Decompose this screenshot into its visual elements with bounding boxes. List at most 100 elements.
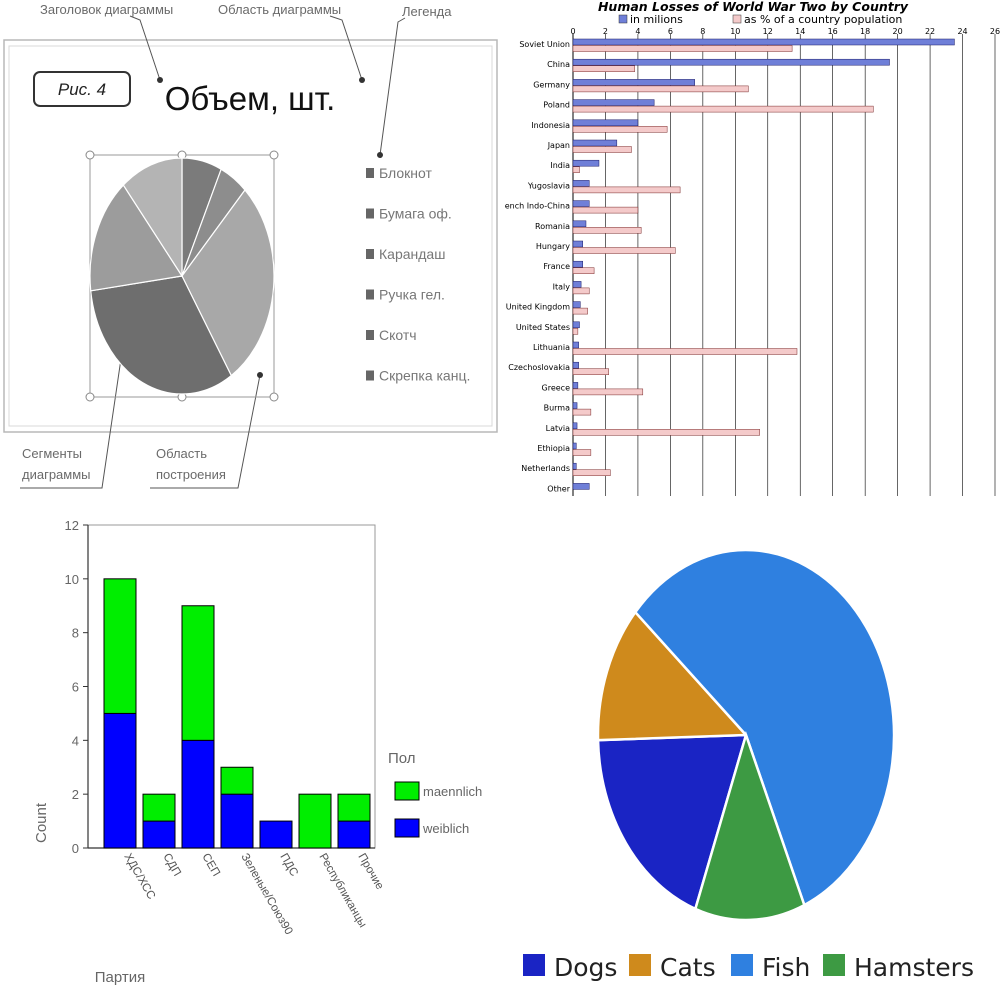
bar-millions-lithuania — [572, 341, 579, 349]
bar-millions-china — [572, 58, 890, 66]
legend-swatch-карандаш — [366, 249, 374, 259]
category-label-india: India — [550, 161, 570, 170]
bar-percent-french-indo-china — [572, 206, 639, 214]
x-tick-12: 12 — [763, 27, 773, 36]
bar-weiblich-3 — [220, 793, 254, 849]
pie-slice-cats — [596, 610, 749, 742]
pie-chart-annotated-panel: Заголовок диаграммы Область диаграммы Ле… — [0, 0, 505, 500]
legend-label-fish: Fish — [762, 953, 810, 982]
category-label-burma: Burma — [544, 404, 571, 413]
category-label-other: Other — [547, 484, 570, 493]
annotation-segments-label-1: Сегменты — [22, 446, 82, 461]
category-label-yugoslavia: Yugoslavia — [527, 181, 570, 190]
bar-millions-ethiopia — [572, 442, 577, 450]
legend-label-hamsters: Hamsters — [854, 953, 974, 982]
bar-weiblich-1 — [142, 820, 176, 849]
legend-title: Пол — [388, 750, 416, 767]
category-label-czechoslovakia: Czechoslovakia — [508, 363, 570, 372]
category-label-united-states: United States — [516, 323, 570, 332]
x-tick-8: 8 — [700, 27, 705, 36]
bar-percent-latvia — [572, 429, 760, 436]
annotation-segments-label-2: диаграммы — [22, 467, 91, 482]
figure-label-box — [33, 71, 131, 107]
legend-label-блокнот: Блокнот — [379, 165, 432, 181]
category-label-greece: Greece — [542, 383, 571, 392]
bar-legend: in milions as % of a country population — [618, 13, 902, 26]
bar-millions-italy — [572, 281, 582, 288]
category-label-soviet-union: Soviet Union — [519, 40, 570, 49]
bar-maennlich-3 — [220, 766, 254, 795]
category-label-china: China — [547, 60, 570, 69]
pie-legend: Dogs Cats Fish Hamsters — [523, 953, 974, 982]
x-tick-20: 20 — [893, 27, 903, 36]
x-tick-labels: 0 2 4 6 8 10 12 14 16 18 20 22 24 26 — [570, 27, 1000, 36]
plot-area-handles — [85, 150, 279, 402]
bar-percent-czechoslovakia — [572, 368, 609, 375]
bar-millions-germany — [572, 79, 695, 86]
x-tick-24: 24 — [957, 27, 967, 36]
legend-label-скрепка-канц: Скрепка канц. — [379, 368, 470, 384]
legend-swatch-maennlich — [394, 781, 420, 801]
x-tick-18: 18 — [860, 27, 870, 36]
bar-maennlich-1 — [142, 793, 176, 822]
x-tick-16: 16 — [828, 27, 838, 36]
bar-millions-france — [572, 260, 583, 268]
legend-swatch-in-milions — [618, 14, 628, 24]
category-label-germany: Germany — [533, 80, 570, 89]
x-tick-сдп: СДП — [160, 852, 182, 879]
legend-label-ручка-гел: Ручка гел. — [379, 287, 445, 303]
bar-percent-romania — [572, 227, 642, 234]
stacked-bar-chart-panel: 0 2 4 6 8 10 12 ХДС/ХСС СДП СЕП Зеленые/Союз90 ПДС… — [0, 500, 505, 1000]
legend-label-скотч: Скотч — [379, 327, 417, 343]
bar-millions-united-kingdom — [572, 301, 581, 308]
bar-percent-united-states — [572, 328, 579, 335]
category-label-latvia: Latvia — [546, 424, 570, 433]
bar-millions-other — [572, 483, 590, 490]
legend-swatch-ручка-гел — [366, 289, 374, 300]
bar-percent-italy — [572, 287, 590, 295]
x-tick-сеп: СЕП — [199, 852, 222, 879]
bar-millions-indonesia — [572, 119, 639, 127]
x-tick-6: 6 — [668, 27, 673, 36]
category-label-italy: Italy — [553, 282, 571, 291]
bar-weiblich-6 — [337, 820, 371, 849]
legend-label-карандаш: Карандаш — [379, 246, 445, 262]
bar-millions-czechoslovakia — [572, 361, 579, 369]
legend-swatch-скотч — [366, 330, 374, 340]
legend-label-бумага-оф: Бумага оф. — [379, 206, 452, 222]
legend-swatch-скрепка-канц — [366, 370, 374, 381]
bar-millions-yugoslavia — [572, 180, 590, 187]
pets-pie-chart: Dogs Cats Fish Hamsters — [523, 548, 974, 982]
pie-slice-карандаш — [181, 189, 275, 377]
legend-swatch-блокнот — [366, 168, 374, 178]
category-label-japan: Japan — [547, 141, 570, 150]
category-label-indonesia: Indonesia — [531, 121, 570, 130]
callout-dot-title — [157, 77, 163, 83]
annotation-chart-area-label: Область диаграммы — [218, 2, 341, 17]
category-label-france: France — [543, 262, 570, 271]
y-tick-6: 6 — [72, 680, 79, 695]
annotation-plot-area-label-1: Область — [156, 446, 207, 461]
hbar-chart-panel: Human Losses of World War Two by Country… — [505, 0, 1000, 500]
x-tick-10: 10 — [730, 27, 740, 36]
x-tick-прочие: Прочие — [355, 852, 385, 892]
x-tick-хдс-хсс: ХДС/ХСС — [121, 852, 157, 902]
pie-legend: Блокнот Бумага оф. Карандаш Ручка гел. Скотч… — [366, 165, 470, 384]
bar-millions-romania — [572, 220, 587, 228]
stacked-bar-legend: maennlich weiblich — [394, 781, 482, 838]
legend-swatch-cats — [629, 954, 651, 976]
x-tick-4: 4 — [635, 27, 640, 36]
bar-millions-soviet-union — [572, 38, 955, 46]
bar-percent-france — [572, 267, 595, 274]
chart-title: Human Losses of World War Two by Country — [598, 0, 909, 14]
annotation-chart-title-label: Заголовок диаграммы — [40, 2, 173, 17]
bar-percent-poland — [572, 105, 874, 113]
y-tick-8: 8 — [72, 626, 79, 641]
category-label-poland: Poland — [543, 101, 570, 110]
category-label-hungary: Hungary — [536, 242, 570, 251]
category-label-ethiopia: Ethiopia — [537, 444, 570, 453]
y-axis-label: Count — [33, 802, 50, 843]
bar-percent-hungary — [572, 247, 676, 254]
